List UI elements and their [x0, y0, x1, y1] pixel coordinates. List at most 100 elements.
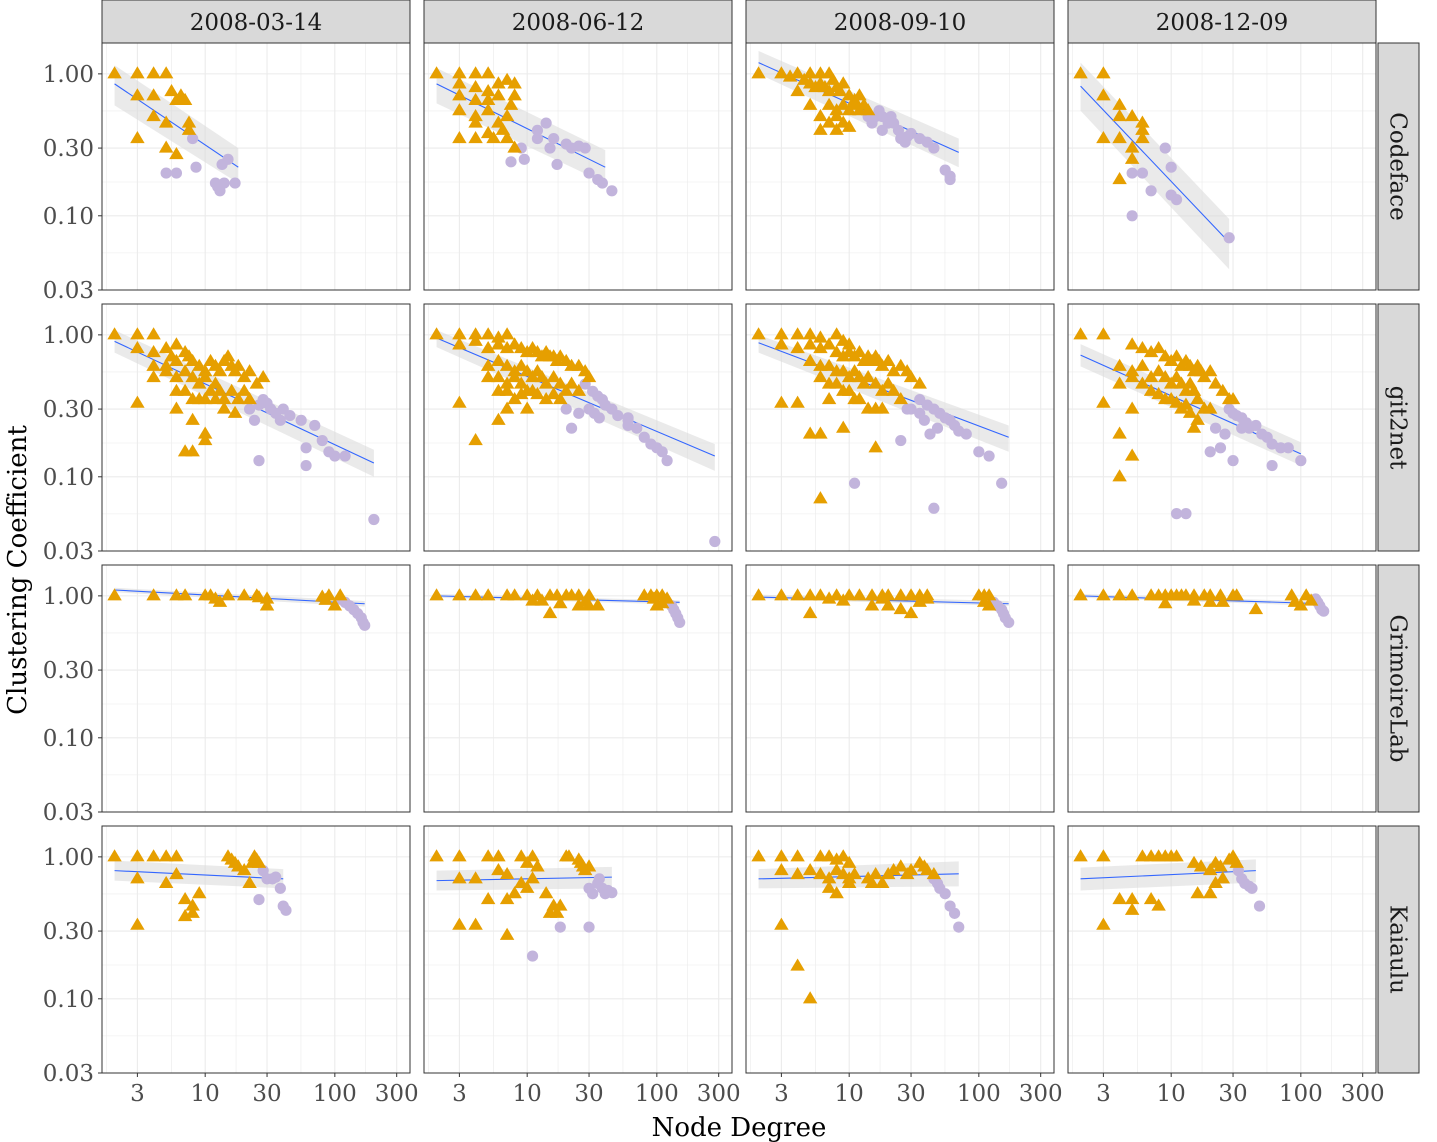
triangle-point — [1096, 88, 1111, 101]
circle-point — [253, 893, 265, 906]
triangle-point — [255, 369, 271, 383]
circle-point — [656, 446, 668, 458]
triangle-point — [491, 76, 506, 89]
triangle-point — [802, 588, 818, 601]
triangle-point — [893, 391, 908, 405]
y-tick-label: 1.00 — [43, 62, 94, 88]
triangle-point — [868, 376, 883, 389]
triangle-point — [774, 863, 789, 876]
triangle-point — [1186, 593, 1202, 606]
panel-border — [101, 303, 411, 552]
circle-point — [540, 117, 552, 129]
triangle-point — [802, 327, 818, 340]
triangle-point — [486, 130, 501, 144]
row-strip — [1377, 42, 1420, 291]
triangle-point — [1178, 397, 1194, 410]
panel-border — [745, 825, 1055, 1074]
triangle-point — [1229, 855, 1244, 868]
triangle-point — [821, 115, 837, 128]
triangle-point — [802, 426, 818, 439]
triangle-point — [197, 426, 213, 439]
row-strip-label: Kaiaulu — [1385, 905, 1411, 994]
triangle-point — [581, 859, 597, 872]
circle-point — [1266, 438, 1278, 450]
circle-point — [229, 177, 241, 189]
panel-data-git2net-2008-03-14 — [107, 327, 380, 526]
triangle-point — [1112, 358, 1127, 371]
triangle-point — [813, 866, 828, 880]
triangle-point — [1248, 602, 1264, 615]
triangle-point — [868, 440, 883, 453]
triangle-point — [158, 115, 174, 128]
panel-border — [423, 825, 733, 1074]
circle-point — [573, 407, 585, 419]
circle-point — [1223, 232, 1235, 244]
triangle-point — [1202, 886, 1218, 899]
triangle-point — [177, 891, 193, 905]
triangle-point — [181, 115, 197, 128]
panel-marks — [107, 849, 292, 930]
panel-marks — [107, 65, 241, 197]
triangle-point — [468, 66, 483, 79]
triangle-point — [864, 875, 880, 888]
triangle-point — [1096, 588, 1111, 601]
triangle-point — [499, 927, 515, 940]
triangle-point — [192, 358, 207, 371]
triangle-point — [841, 383, 857, 396]
triangle-point — [242, 875, 257, 888]
triangle-point — [802, 991, 818, 1004]
triangle-point — [886, 364, 901, 377]
panel-marks — [429, 849, 618, 962]
triangle-point — [1096, 395, 1111, 408]
circle-point — [848, 477, 861, 489]
triangle-point — [886, 383, 901, 396]
column-strip — [423, 0, 733, 44]
triangle-point — [507, 369, 522, 383]
x-tick-label: 30 — [574, 1081, 603, 1107]
triangle-point — [836, 364, 851, 377]
panel-data-git2net-2008-06-12 — [429, 327, 721, 548]
triangle-point — [1202, 401, 1218, 414]
y-axis-title: Clustering Coefficient — [3, 425, 33, 715]
triangle-point — [491, 863, 506, 876]
triangle-point — [452, 849, 467, 862]
triangle-point — [875, 401, 890, 414]
triangle-point — [802, 337, 818, 350]
triangle-point — [751, 66, 766, 79]
triangle-point — [751, 849, 766, 862]
circle-point — [674, 616, 686, 629]
triangle-point — [802, 66, 818, 79]
triangle-point — [1193, 859, 1209, 872]
triangle-point — [813, 426, 828, 439]
triangle-point — [468, 432, 483, 446]
triangle-point — [1202, 863, 1218, 876]
triangle-point — [1190, 886, 1205, 899]
triangle-point — [499, 376, 515, 389]
triangle-point — [546, 386, 561, 400]
triangle-point — [821, 83, 837, 97]
triangle-point — [841, 855, 857, 868]
panel-background — [102, 43, 410, 290]
triangle-point — [1225, 391, 1241, 405]
triangle-point — [499, 383, 515, 396]
circle-point — [1145, 185, 1157, 197]
x-tick-label: 10 — [1157, 1081, 1186, 1107]
panel-border — [1067, 825, 1377, 1074]
triangle-point — [208, 391, 223, 405]
panel-data-Codeface-2008-09-10 — [751, 50, 959, 186]
panel-marks — [429, 327, 721, 548]
triangle-point — [1151, 364, 1166, 377]
triangle-point — [1215, 383, 1230, 396]
circle-point — [1282, 442, 1294, 454]
panel-border — [423, 303, 733, 552]
panel-data-Kaiaulu-2008-12-09 — [1073, 849, 1266, 930]
panel-border — [101, 42, 411, 291]
triangle-point — [530, 386, 545, 400]
triangle-point — [514, 376, 529, 389]
triangle-point — [169, 866, 184, 880]
triangle-point — [821, 358, 837, 371]
triangle-point — [146, 588, 161, 601]
triangle-point — [1151, 898, 1166, 911]
circle-point — [187, 132, 199, 145]
triangle-point — [1208, 376, 1223, 389]
